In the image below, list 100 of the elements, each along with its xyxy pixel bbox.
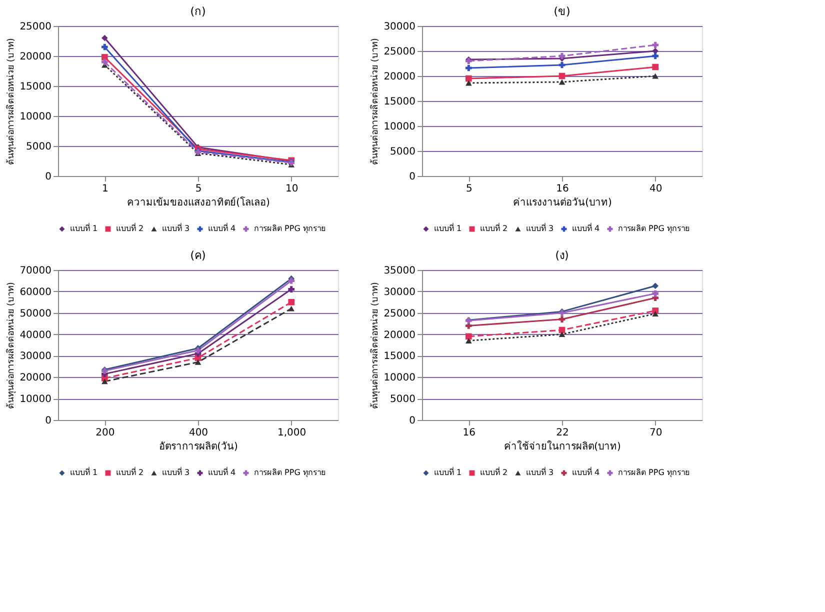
y-tick-label: 10000 <box>384 372 416 384</box>
legend-label: แบบที่ 3 <box>526 466 554 477</box>
legend-label: แบบที่ 1 <box>70 466 98 477</box>
point <box>652 282 658 290</box>
point <box>652 64 658 70</box>
legend-label: แบบที่ 3 <box>162 222 190 233</box>
x-axis-title: ค่าใช้จ่ายในการผลิต(บาท) <box>504 440 621 452</box>
point <box>652 73 658 79</box>
point <box>558 72 566 80</box>
point <box>466 64 472 72</box>
legend-label: แบบที่ 2 <box>480 466 508 477</box>
x-axis-title: ความเข้มของแสงอาทิตย์(โลเลอ) <box>127 196 270 208</box>
y-tick-label: 50000 <box>20 308 52 320</box>
legend-label: แบบที่ 4 <box>572 222 600 233</box>
x-axis-title: ค่าแรงงานต่อวัน(บาท) <box>513 198 612 208</box>
y-tick-label: 30000 <box>20 351 52 362</box>
legend-label: การผลิต PPG ทุกราย <box>254 468 326 477</box>
point <box>466 80 472 86</box>
y-tick-label: 30000 <box>384 22 416 32</box>
legend-label: การผลิต PPG ทุกราย <box>618 468 690 477</box>
x-tick-label: 5 <box>466 184 472 194</box>
y-axis-title: ต้นทุนต่อการผลิตต่อหน่วย (บาท) <box>6 38 17 165</box>
legend-label: แบบที่ 3 <box>162 466 190 477</box>
y-tick-label: 25000 <box>384 308 416 320</box>
point <box>558 62 566 68</box>
legend-label: แบบที่ 1 <box>434 222 462 233</box>
y-tick-label: 0 <box>409 172 416 182</box>
x-tick-label: 400 <box>188 428 208 438</box>
chart-title: (ก) <box>190 5 206 18</box>
point <box>652 290 658 297</box>
legend-label: แบบที่ 2 <box>116 466 144 477</box>
point <box>558 79 566 85</box>
legend-label: การผลิต PPG ทุกราย <box>254 224 326 233</box>
y-tick-label: 5000 <box>26 142 52 152</box>
y-tick-label: 5000 <box>390 394 416 406</box>
y-tick-label: 30000 <box>384 286 416 298</box>
point <box>466 338 472 344</box>
y-tick-label: 0 <box>409 416 416 426</box>
point <box>102 34 108 42</box>
y-tick-label: 10000 <box>20 394 52 406</box>
point <box>466 322 472 329</box>
y-tick-label: 40000 <box>20 330 52 341</box>
x-tick-label: 1,000 <box>278 428 306 438</box>
x-tick-label: 40 <box>649 184 662 194</box>
y-tick-label: 60000 <box>20 286 52 298</box>
y-tick-label: 20000 <box>384 330 416 341</box>
chart-title: (ค) <box>190 249 206 262</box>
x-tick-label: 70 <box>649 428 662 438</box>
chart-title: (ง) <box>555 249 569 262</box>
y-tick-label: 15000 <box>384 351 416 362</box>
y-axis-title: ต้นทุนต่อการผลิตต่อหน่วย (บาท) <box>6 282 17 409</box>
legend-label: แบบที่ 4 <box>208 222 236 233</box>
legend-label: แบบที่ 1 <box>70 222 98 233</box>
y-axis-title: ต้นทุนต่อการผลิตต่อหน่วย (บาท) <box>370 282 381 409</box>
legend-label: แบบที่ 4 <box>572 466 600 477</box>
point <box>194 347 202 354</box>
point <box>102 54 108 60</box>
x-tick-label: 22 <box>556 428 569 438</box>
legend-label: แบบที่ 3 <box>526 222 554 233</box>
point <box>288 306 294 312</box>
point <box>288 298 294 306</box>
legend-label: แบบที่ 4 <box>208 466 236 477</box>
x-tick-label: 10 <box>285 184 298 194</box>
y-tick-label: 5000 <box>390 146 416 158</box>
y-tick-label: 25000 <box>20 22 52 32</box>
x-tick-label: 16 <box>556 184 569 194</box>
y-tick-label: 15000 <box>384 96 416 108</box>
y-axis-title: ต้นทุนต่อการผลิตต่อหน่วย (บาท) <box>370 38 381 165</box>
legend-label: แบบที่ 2 <box>116 222 144 233</box>
y-tick-label: 25000 <box>384 46 416 58</box>
point <box>652 52 658 60</box>
point <box>652 42 658 48</box>
y-tick-label: 35000 <box>384 266 416 276</box>
point <box>102 58 108 66</box>
chart-title: (ข) <box>554 5 570 18</box>
point <box>102 44 108 50</box>
point <box>466 333 472 340</box>
y-tick-label: 70000 <box>20 266 52 276</box>
y-tick-label: 15000 <box>20 82 52 92</box>
point <box>288 278 294 284</box>
y-tick-label: 20000 <box>384 72 416 82</box>
x-tick-label: 16 <box>462 428 476 438</box>
x-tick-label: 1 <box>102 184 108 194</box>
legend-label: แบบที่ 2 <box>480 222 508 233</box>
y-tick-label: 10000 <box>20 112 52 122</box>
legend-label: การผลิต PPG ทุกราย <box>618 224 690 233</box>
point <box>194 359 202 365</box>
point <box>466 75 472 82</box>
point <box>558 332 566 338</box>
y-tick-label: 0 <box>45 172 52 182</box>
point <box>102 378 108 384</box>
x-tick-label: 5 <box>195 184 202 194</box>
point <box>288 286 294 292</box>
x-tick-label: 200 <box>96 428 115 438</box>
point <box>652 310 658 316</box>
point <box>558 52 566 60</box>
y-tick-label: 10000 <box>384 122 416 132</box>
y-tick-label: 0 <box>45 416 52 426</box>
point <box>558 316 566 322</box>
y-tick-label: 20000 <box>20 372 52 384</box>
